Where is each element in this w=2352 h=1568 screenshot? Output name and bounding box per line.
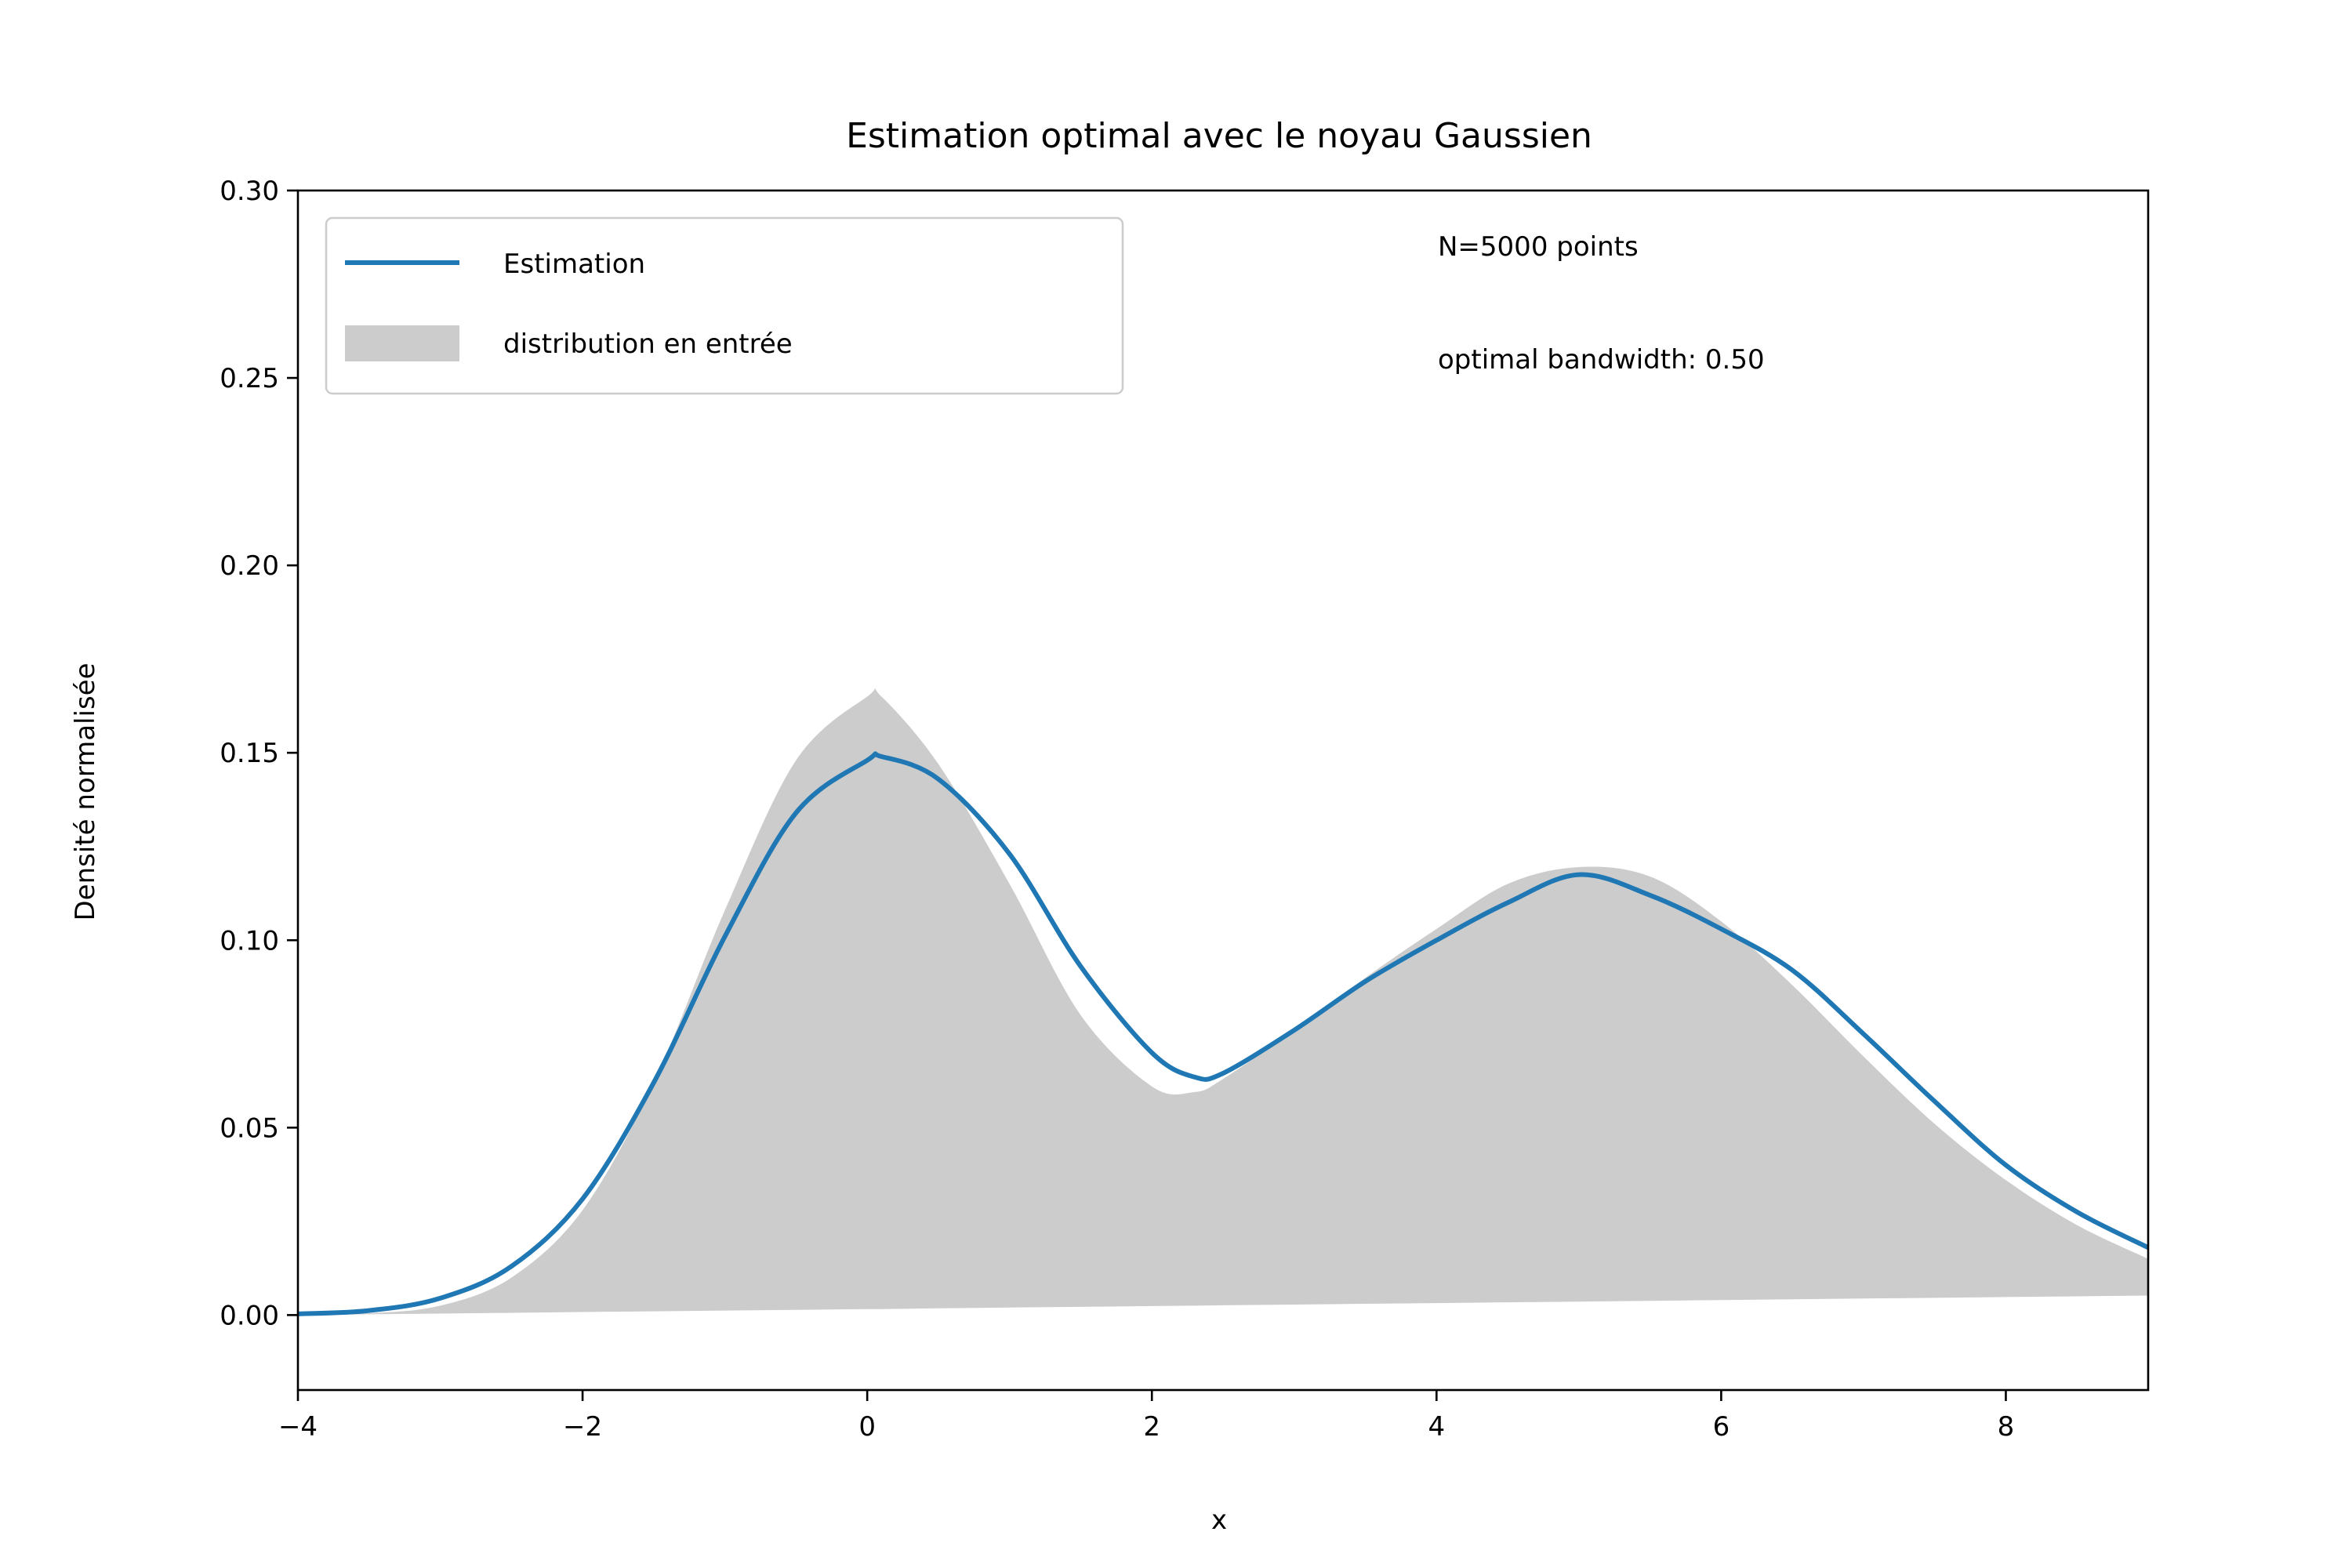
- y-tick-label: 0.05: [220, 1112, 279, 1144]
- series-area-distribution: [298, 688, 2148, 1316]
- y-tick-label: 0.25: [220, 363, 279, 394]
- plot-area: [297, 688, 2150, 1316]
- x-tick-label: 0: [858, 1411, 876, 1443]
- series-line-estimation: [297, 751, 2150, 1316]
- x-tick-label: −4: [278, 1411, 318, 1443]
- x-axis-ticks: −4 −2 0 2 4 6 8: [278, 1390, 2014, 1443]
- x-tick-label: 4: [1428, 1411, 1445, 1443]
- x-tick-label: −2: [563, 1411, 602, 1443]
- line-layer: [297, 751, 2150, 1316]
- legend-swatch-distribution: [345, 325, 459, 361]
- y-tick-label: 0.20: [220, 550, 279, 582]
- chart-title: Estimation optimal avec le noyau Gaussie…: [846, 116, 1592, 156]
- x-tick-label: 2: [1143, 1411, 1160, 1443]
- x-axis-label: x: [1211, 1504, 1227, 1536]
- annotation-bandwidth: optimal bandwidth: 0.50: [1438, 344, 1765, 376]
- axes-frame: [296, 189, 2150, 1392]
- y-tick-label: 0.15: [220, 738, 279, 769]
- y-tick-label: 0.00: [220, 1300, 279, 1331]
- annotation-sample-size: N=5000 points: [1438, 231, 1639, 263]
- legend-box: [325, 216, 1124, 395]
- legend-label-estimation: Estimation: [503, 249, 645, 280]
- legend-label-distribution: distribution en entrée: [503, 328, 793, 360]
- y-tick-label: 0.30: [220, 176, 279, 207]
- y-tick-label: 0.10: [220, 925, 279, 956]
- legend: Estimation distribution en entrée: [325, 216, 1124, 395]
- y-axis-ticks: 0.00 0.05 0.10 0.15 0.20 0.25 0.30: [220, 176, 298, 1331]
- y-axis-label: Densité normalisée: [70, 663, 101, 921]
- area-layer: [298, 688, 2148, 1316]
- x-tick-label: 8: [1998, 1411, 2015, 1443]
- x-tick-label: 6: [1713, 1411, 1730, 1443]
